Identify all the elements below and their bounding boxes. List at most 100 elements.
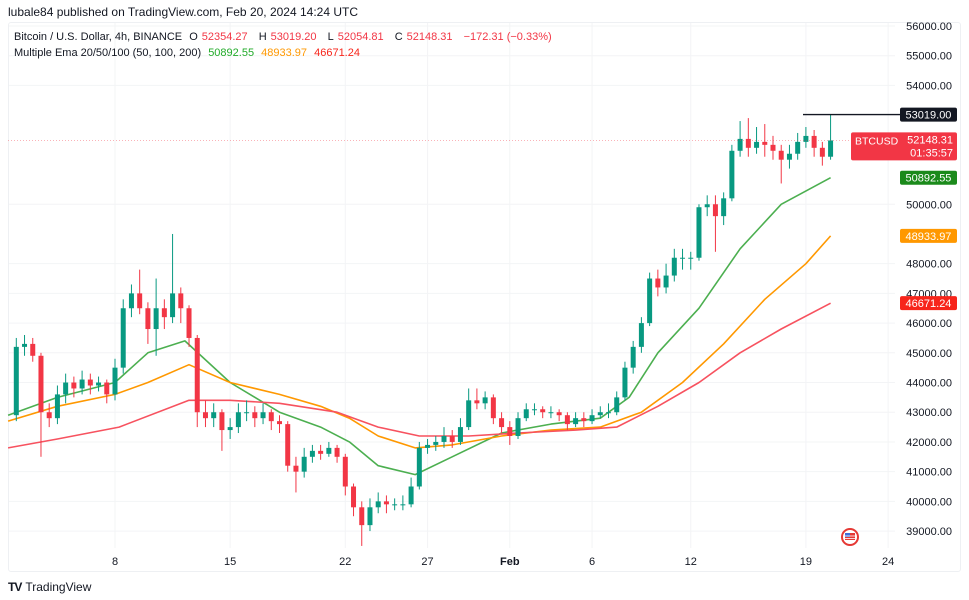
- candle-body: [457, 427, 463, 442]
- candle: [112, 358, 118, 401]
- candle: [400, 495, 406, 511]
- candle: [499, 412, 505, 434]
- change-value: −172.31 (−0.33%): [463, 31, 552, 43]
- tradingview-logo[interactable]: TV TradingView: [8, 580, 91, 594]
- candle-body: [614, 397, 620, 413]
- candle-body: [482, 397, 488, 404]
- candle-body: [170, 293, 176, 318]
- candle-body: [54, 394, 60, 419]
- ema50-badge: [900, 170, 957, 185]
- low-value: 52054.81: [337, 31, 384, 43]
- open-label: O: [189, 31, 198, 43]
- candle-body: [688, 257, 694, 259]
- high-value: 53019.20: [270, 31, 317, 43]
- candle: [235, 403, 241, 434]
- candle-body: [383, 501, 389, 505]
- candle: [647, 272, 653, 327]
- candle: [729, 144, 735, 202]
- candle: [178, 287, 184, 324]
- candle: [416, 441, 422, 490]
- ema200-value: 46671.24: [314, 47, 360, 59]
- time-tick-label: 12: [685, 556, 697, 568]
- candle-body: [161, 308, 167, 318]
- candle: [375, 492, 381, 514]
- low-label: L: [327, 31, 334, 43]
- candle-body: [696, 207, 702, 258]
- candle: [630, 340, 636, 374]
- candle: [441, 427, 447, 448]
- candle: [490, 394, 496, 425]
- bar-countdown: 01:35:57: [910, 147, 953, 159]
- candle-body: [786, 153, 792, 160]
- candle-body: [795, 141, 801, 154]
- candle: [515, 412, 521, 439]
- price-tick-label: 54000.00: [906, 80, 952, 92]
- candle-body: [326, 447, 332, 454]
- price-tick-label: 41000.00: [906, 467, 952, 479]
- candle-body: [153, 308, 159, 330]
- candle-body: [293, 465, 299, 472]
- candle: [581, 412, 587, 428]
- symbol-legend-row[interactable]: Bitcoin / U.S. Dollar, 4h, BINANCE O 5235…: [14, 29, 556, 45]
- candle: [63, 373, 69, 404]
- candle-body: [680, 257, 686, 259]
- candle-body: [87, 379, 93, 386]
- time-tick-label: 27: [421, 556, 433, 568]
- candle: [128, 284, 134, 318]
- brand-name: TradingView: [25, 580, 92, 594]
- candle-body: [441, 435, 447, 442]
- candle: [79, 370, 85, 395]
- time-tick-label: 19: [800, 556, 812, 568]
- candle: [161, 299, 167, 330]
- candle: [778, 144, 784, 184]
- candle-body: [523, 409, 529, 419]
- candle: [819, 141, 825, 166]
- time-tick-label: 22: [339, 556, 351, 568]
- candle-body: [145, 308, 151, 330]
- ema200-badge: [900, 296, 957, 311]
- symbol-badge-text: BTCUSD: [855, 135, 899, 147]
- candle-body: [589, 415, 595, 422]
- candle: [285, 421, 291, 472]
- candle-body: [655, 278, 661, 288]
- candle: [523, 403, 529, 422]
- candle-body: [754, 141, 760, 148]
- us-economic-event-icon[interactable]: [841, 528, 859, 546]
- candle: [770, 135, 776, 160]
- candle: [795, 132, 801, 160]
- candle-body: [663, 275, 669, 288]
- price-axis[interactable]: 56000.00 55000.00 54000.00 50000.00 48000.00…: [906, 21, 952, 538]
- candle-body: [359, 507, 365, 526]
- candle: [334, 444, 340, 463]
- candle: [589, 409, 595, 425]
- candle-body: [392, 504, 398, 506]
- candle: [145, 302, 151, 344]
- price-tick-label: 42000.00: [906, 437, 952, 449]
- candle-body: [22, 343, 28, 347]
- candle-body: [556, 412, 562, 416]
- candle: [540, 406, 546, 419]
- candle: [811, 129, 817, 157]
- candle: [318, 444, 324, 460]
- candle-body: [260, 412, 266, 419]
- candle: [688, 251, 694, 270]
- candle-body: [449, 435, 455, 442]
- price-tick-label: 40000.00: [906, 496, 952, 508]
- candle: [202, 400, 208, 428]
- candle: [712, 195, 718, 252]
- candle-body: [704, 204, 710, 208]
- candle-body: [178, 293, 184, 309]
- candle-body: [828, 140, 834, 157]
- candle: [351, 483, 357, 517]
- high-price-text: 53019.00: [906, 110, 952, 122]
- candle: [277, 415, 282, 434]
- candle: [186, 305, 192, 347]
- candle-body: [301, 456, 307, 472]
- time-axis[interactable]: 8 15 22 27 Feb 6 12 19 24: [112, 556, 894, 568]
- candle-body: [811, 135, 817, 148]
- candle-body: [433, 441, 439, 445]
- price-tick-label: 43000.00: [906, 407, 952, 419]
- candle: [457, 418, 463, 445]
- indicator-legend-row[interactable]: Multiple Ema 20/50/100 (50, 100, 200) 50…: [14, 45, 556, 61]
